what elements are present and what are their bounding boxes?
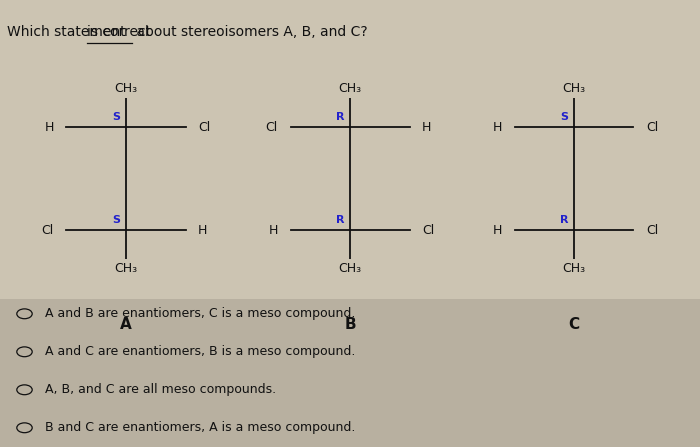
Text: CH₃: CH₃ xyxy=(114,262,138,275)
Text: Which statement: Which statement xyxy=(7,25,130,38)
Text: H: H xyxy=(198,224,207,237)
Text: B: B xyxy=(344,317,356,333)
Text: CH₃: CH₃ xyxy=(114,82,138,95)
Text: Cl: Cl xyxy=(198,121,211,134)
Text: A: A xyxy=(120,317,132,333)
Text: C: C xyxy=(568,317,580,333)
Text: S: S xyxy=(561,112,568,122)
Text: A and C are enantiomers, B is a meso compound.: A and C are enantiomers, B is a meso com… xyxy=(45,345,355,358)
Text: Cl: Cl xyxy=(646,224,658,237)
Text: Cl: Cl xyxy=(422,224,434,237)
Text: Cl: Cl xyxy=(41,224,54,237)
Text: R: R xyxy=(336,215,344,225)
Text: A and B are enantiomers, C is a meso compound.: A and B are enantiomers, C is a meso com… xyxy=(45,307,355,320)
Text: H: H xyxy=(493,121,502,134)
Text: Cl: Cl xyxy=(646,121,658,134)
Text: B and C are enantiomers, A is a meso compound.: B and C are enantiomers, A is a meso com… xyxy=(45,421,355,434)
Text: CH₃: CH₃ xyxy=(562,82,586,95)
Text: H: H xyxy=(269,224,278,237)
Text: Cl: Cl xyxy=(265,121,278,134)
Text: A, B, and C are all meso compounds.: A, B, and C are all meso compounds. xyxy=(45,383,276,396)
Text: H: H xyxy=(45,121,54,134)
Text: S: S xyxy=(113,112,120,122)
FancyBboxPatch shape xyxy=(0,299,700,447)
Text: S: S xyxy=(113,215,120,225)
Text: is correct: is correct xyxy=(87,25,151,38)
Text: H: H xyxy=(493,224,502,237)
Text: CH₃: CH₃ xyxy=(338,82,362,95)
Text: H: H xyxy=(422,121,431,134)
Text: CH₃: CH₃ xyxy=(562,262,586,275)
Text: R: R xyxy=(560,215,568,225)
Text: R: R xyxy=(336,112,344,122)
Text: about stereoisomers A, B, and C?: about stereoisomers A, B, and C? xyxy=(132,25,368,38)
Text: CH₃: CH₃ xyxy=(338,262,362,275)
